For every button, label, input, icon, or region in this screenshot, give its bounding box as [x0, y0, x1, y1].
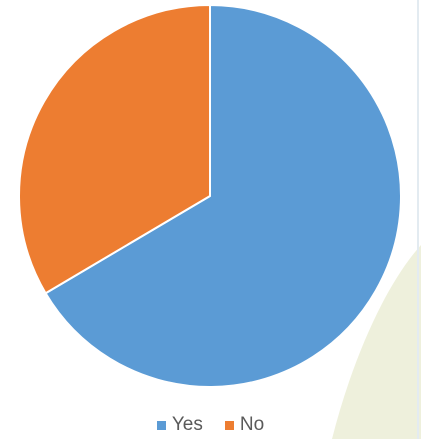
legend: Yes No [0, 412, 421, 438]
legend-swatch-yes [156, 420, 166, 430]
pie-slice-yes [44, 4, 402, 388]
pie-slices [18, 4, 402, 388]
pie-slice-no [18, 4, 211, 295]
legend-swatch-no [224, 420, 234, 430]
legend-label-no: No [239, 414, 265, 435]
background-leaf-shape [332, 245, 421, 439]
legend-item-no: No [224, 414, 265, 436]
legend-item-yes: Yes [156, 414, 203, 436]
legend-label-yes: Yes [171, 414, 203, 435]
background-decoration [332, 0, 421, 439]
